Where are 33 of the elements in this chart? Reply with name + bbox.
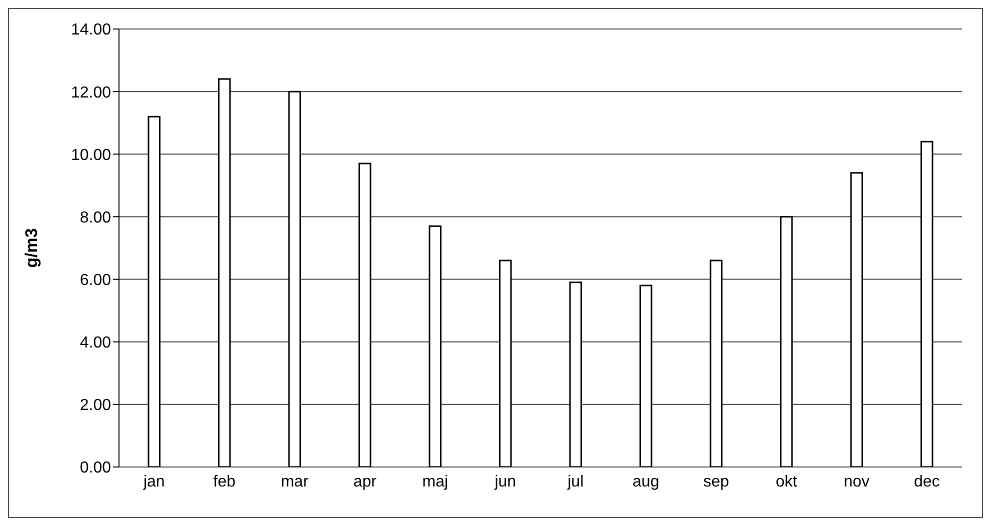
x-tick-label: maj — [422, 473, 448, 490]
x-tick-label: apr — [353, 473, 378, 490]
x-tick-label: dec — [914, 473, 940, 490]
bar — [710, 260, 722, 467]
bar — [640, 284, 652, 467]
y-tick-label: 8.00 — [80, 209, 112, 226]
y-tick-label: 14.00 — [70, 22, 112, 39]
bar — [148, 116, 160, 467]
bar — [499, 260, 512, 467]
x-tick-label: jan — [142, 473, 165, 490]
bar — [850, 172, 863, 467]
x-tick-label: feb — [213, 473, 236, 490]
bar — [288, 90, 301, 467]
bar — [358, 162, 372, 467]
bar — [218, 78, 231, 467]
bar — [428, 225, 442, 467]
y-tick-label: 6.00 — [80, 272, 112, 289]
bar — [920, 140, 934, 467]
y-tick-label: 0.00 — [80, 460, 112, 477]
x-tick-label: okt — [776, 473, 798, 490]
y-tick-label: 12.00 — [70, 84, 112, 102]
y-tick-label: 10.00 — [70, 146, 112, 164]
x-tick-label: jul — [566, 473, 584, 490]
y-axis-title: g/m3 — [22, 228, 42, 268]
x-tick-label: nov — [844, 473, 870, 490]
x-tick-label: aug — [632, 473, 660, 490]
x-tick-label: jun — [494, 473, 516, 490]
x-tick-label: mar — [280, 473, 310, 490]
y-tick-label: 2.00 — [80, 397, 112, 414]
x-tick-label: sep — [703, 473, 730, 490]
y-tick-label: 4.00 — [80, 334, 112, 352]
bar — [780, 216, 793, 467]
bar — [569, 282, 582, 467]
